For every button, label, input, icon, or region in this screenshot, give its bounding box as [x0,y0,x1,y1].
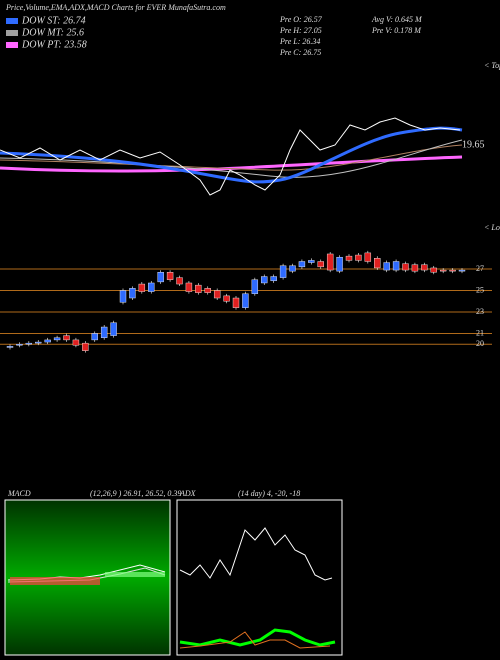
moving-averages [0,117,463,196]
di-plus [179,628,336,647]
adx-panel [176,499,343,656]
prev-open: Pre O: 26.57 [279,15,323,24]
candle-body [430,267,437,273]
macd-hist-pos [105,572,165,577]
candle-body [25,342,33,345]
legend-entry: DOW MT: 25.6 [21,27,84,38]
candle-body [91,333,98,341]
candle-body [166,272,174,280]
candle-body [439,269,447,272]
y-tick-label: 25 [476,285,484,294]
candle-body [449,269,456,272]
candle-body [270,276,277,282]
candle-body [345,255,353,261]
candle-body [148,282,155,292]
candle-body [195,284,202,293]
candle-body [458,269,466,272]
candle-body [411,264,419,272]
di-minus [179,631,331,649]
candle-body [261,276,268,284]
candle-body [35,341,42,344]
candle-body [242,293,249,308]
legend-swatch [6,30,18,36]
candle-body [138,283,146,292]
adx-line [179,527,333,581]
candle-body [100,326,108,338]
candle-body [44,339,51,343]
candle-body [63,335,70,341]
candle-body [298,261,306,268]
candle-body [185,282,193,292]
y-tick-label: 21 [476,328,484,337]
candle-body [355,254,362,261]
ma-brown [0,144,463,171]
candle-body [119,290,127,303]
candle-body [213,290,221,299]
chart-title: Price,Volume,EMA,ADX,MACD Charts for EVE… [5,3,226,12]
candle-body [129,288,136,299]
avg-volume: Avg V: 0.645 M [371,15,423,24]
candle-body [16,344,23,346]
ma-pt [0,155,463,173]
candle-body [308,260,315,263]
y-tick-label: 23 [476,307,484,316]
y-tick-label: 27 [476,264,484,273]
adx-params: (14 day) 4, -20, -18 [238,489,300,498]
candle-body [157,272,164,283]
candle-body [232,297,240,308]
legend-entry: DOW PT: 23.58 [21,39,87,50]
candle-body [289,265,296,272]
candle-body [336,256,343,272]
candle-body [82,342,89,351]
macd-label: MACD [7,489,31,498]
prev-close: Pre C: 26.75 [279,48,321,57]
candle-body [72,339,80,346]
tops-label: < Tops [484,61,500,70]
macd-hist-neg [10,577,100,585]
candle-body [421,264,428,271]
price-line [0,117,461,196]
candle-body [223,295,230,302]
candle-body [317,261,324,268]
prev-volume: Pre V: 0.178 M [371,26,422,35]
candle-body [392,261,400,271]
prev-high: Pre H: 27.05 [279,26,322,35]
legend-swatch [6,18,18,24]
candle-body [326,253,334,271]
candle-body [176,277,183,285]
legend-swatch [6,42,18,48]
y-tick-label: 20 [476,339,484,348]
candle-body [374,258,381,269]
candle-body [279,265,287,278]
candle-body [364,252,372,262]
candle-body [110,322,117,336]
candle-body [402,263,409,271]
prev-low: Pre L: 26.34 [279,37,320,46]
candle-body [251,279,259,294]
candle-body [204,288,211,293]
legend-entry: DOW ST: 26.74 [21,15,86,26]
macd-params: (12,26,9 ) 26.91, 26.52, 0.39 [90,489,181,498]
adx-label: ADX [179,489,197,498]
lows-label: < Lows [484,223,500,232]
top-value: 19.65 [462,139,485,150]
candle-body [53,337,61,341]
ma-mt [0,139,463,178]
candle-body [383,262,390,271]
candle-body [6,346,14,348]
